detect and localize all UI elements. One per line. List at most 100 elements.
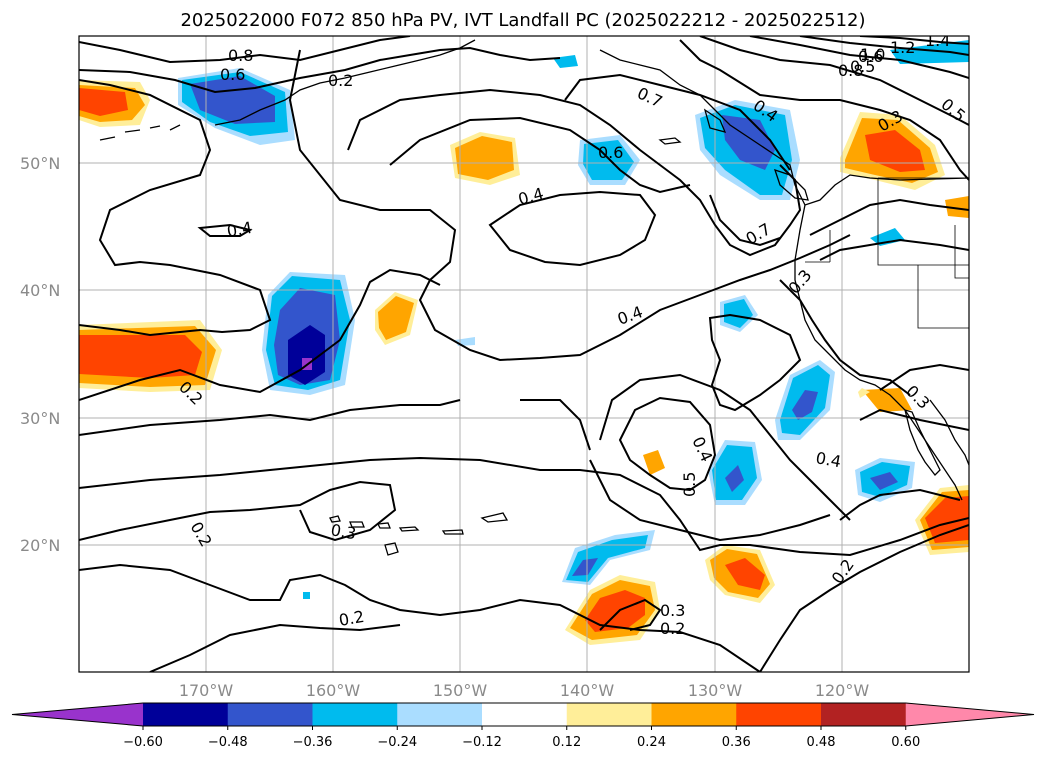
contour-line (79, 79, 272, 337)
lon-label: 140°W (560, 681, 615, 700)
coastline (99, 39, 476, 141)
contour-line (699, 36, 969, 126)
contour-line (79, 36, 411, 64)
contour-label: 0.6 (858, 47, 883, 66)
contour-label: 0.2 (337, 607, 365, 630)
contour-line (759, 524, 969, 672)
shade-positive (725, 558, 765, 590)
shade-negative (725, 465, 744, 492)
shade-positive (643, 450, 665, 475)
coastline (794, 204, 963, 501)
map-background (79, 36, 969, 672)
shade-positive (858, 388, 870, 398)
colorbar-tick-label: −0.12 (462, 735, 502, 750)
lon-label: 170°W (179, 681, 234, 700)
contour-line (859, 408, 969, 431)
shade-positive (862, 388, 912, 412)
contour-label: 0.5 (850, 57, 875, 76)
shade-negative (870, 472, 898, 490)
contour-line (708, 313, 802, 412)
shade-positive (925, 496, 969, 543)
colorbar-tick-label: 0.48 (807, 735, 836, 750)
coastline (599, 49, 969, 206)
map-area[interactable]: 0.8 0.6 0.2 0.5 0.8 1.0 1.2 1.4 0.6 0.7 … (79, 31, 969, 672)
lon-label: 120°W (815, 681, 870, 700)
contour-line (347, 88, 802, 257)
shade-positive (79, 335, 202, 378)
shade-negative (792, 390, 818, 420)
border-state (954, 225, 969, 279)
colorbar-segment (821, 703, 907, 726)
lon-axis-labels: 170°W 160°W 150°W 140°W 130°W 120°W (179, 681, 870, 700)
contour-label: 1.2 (890, 38, 915, 57)
coastline (480, 512, 509, 523)
lon-label: 150°W (433, 681, 488, 700)
colorbar-segment (143, 703, 229, 726)
contour-label: 0.6 (598, 143, 623, 162)
map-frame (78, 35, 970, 673)
shade-negative (303, 592, 310, 599)
shade-positive (79, 88, 128, 116)
contour-label: 0.2 (328, 71, 353, 90)
colorbar: −0.60 −0.48 −0.36 −0.24 −0.12 0.12 0.24 0.36 0.4… (11, 702, 1035, 750)
shade-negative (890, 40, 969, 64)
contour-line (79, 456, 969, 557)
pv-shading (79, 40, 969, 645)
contour-line (564, 73, 791, 171)
colorbar-tick-label: 0.36 (722, 735, 751, 750)
contour-label: 1.4 (925, 31, 950, 50)
lat-label: 20°N (20, 536, 60, 555)
colorbar-tick-label: −0.60 (123, 735, 163, 750)
shade-positive (945, 196, 969, 218)
contour-line (749, 36, 969, 79)
coastline (329, 515, 341, 523)
border-state (877, 178, 969, 266)
shade-positive (585, 590, 645, 632)
graticule (79, 36, 969, 672)
contour-line (679, 39, 969, 181)
contour-line (79, 480, 397, 542)
contour-line (589, 459, 831, 542)
coastline (929, 399, 969, 466)
coastline (349, 521, 365, 528)
contour-line (149, 623, 401, 672)
colorbar-tick-label: 0.24 (637, 735, 666, 750)
contour-line (79, 46, 561, 94)
contour-label: 1.0 (860, 45, 885, 64)
shade-negative (288, 325, 325, 385)
contour-line (488, 190, 657, 267)
lat-axis-labels: 50°N 40°N 30°N 20°N (20, 154, 60, 555)
shade-positive (455, 136, 514, 180)
colorbar-tick-label: −0.24 (377, 735, 417, 750)
contour-label: 0.3 (329, 520, 357, 543)
colorbar-segment (312, 703, 398, 726)
coastline (904, 409, 941, 476)
contour-label: 0.2 (660, 619, 685, 638)
lon-label: 160°W (306, 681, 361, 700)
colorbar-segment (651, 703, 737, 726)
coastline (398, 526, 420, 532)
contour-line (389, 116, 691, 194)
contour-line (599, 373, 851, 521)
contour-label: 0.8 (228, 46, 253, 65)
lat-label: 30°N (20, 409, 60, 428)
contour-line (809, 198, 969, 236)
colorbar-segment (227, 703, 313, 726)
contour-line (709, 194, 781, 247)
border-state (917, 265, 969, 329)
coastlines (99, 39, 969, 556)
contour-line (79, 268, 441, 401)
lon-label: 130°W (688, 681, 743, 700)
colorbar-extend-max (905, 703, 1034, 726)
contours (79, 36, 969, 672)
contour-line (839, 488, 961, 521)
colorbar-segment (566, 703, 652, 726)
coastline (703, 108, 727, 133)
contour-line (197, 223, 253, 237)
contour-line (618, 396, 717, 492)
contour-label: 0.6 (220, 65, 245, 84)
contour-label: 0.4 (225, 218, 253, 241)
colorbar-segment (482, 703, 568, 726)
lat-label: 50°N (20, 154, 60, 173)
shade-negative (724, 299, 753, 328)
